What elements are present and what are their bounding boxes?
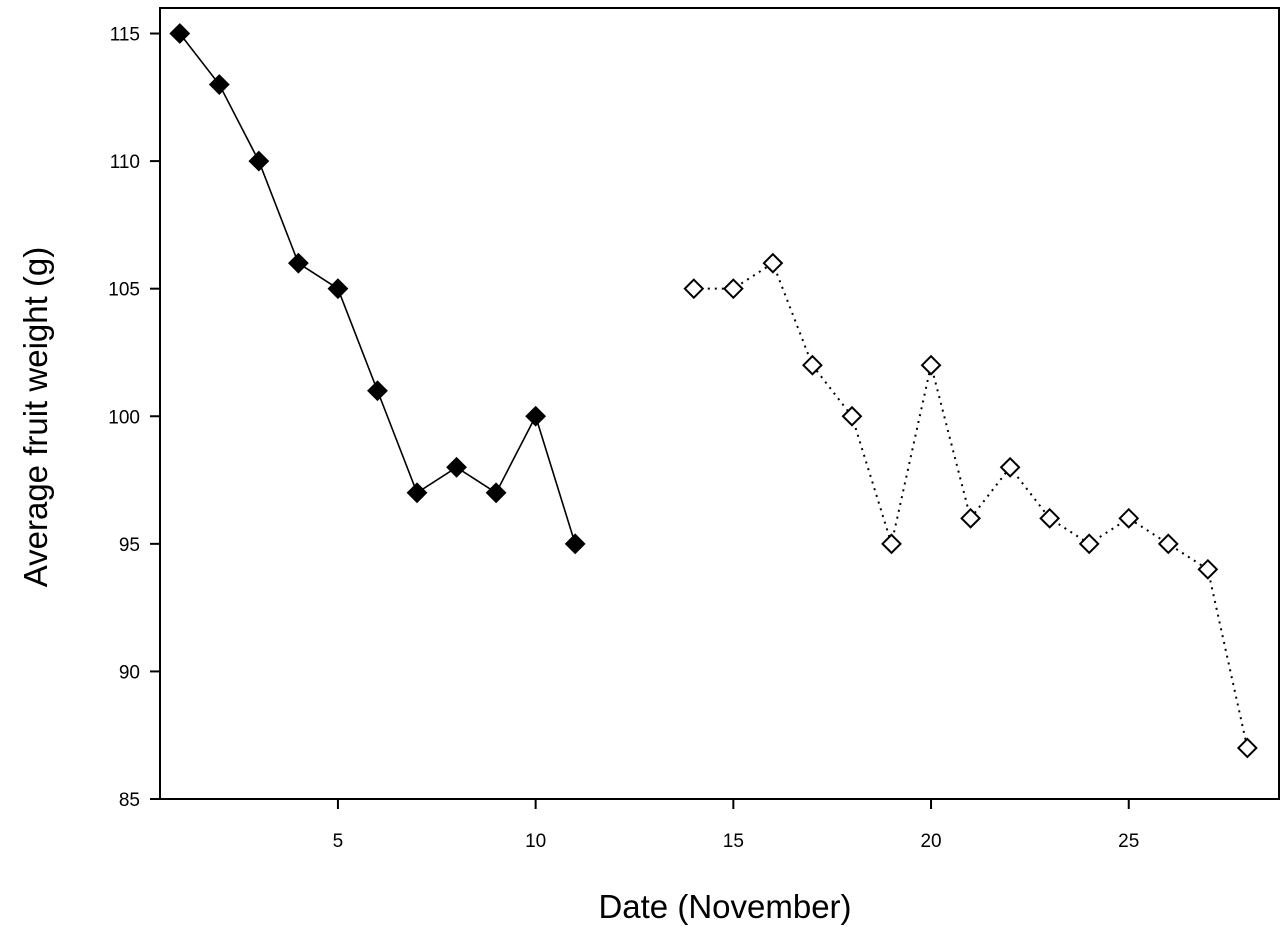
data-point <box>287 252 309 274</box>
data-point <box>248 150 270 172</box>
y-tick-label: 110 <box>110 152 140 173</box>
y-axis-title: Average fruit weight (g) <box>17 247 54 588</box>
series-layer <box>169 23 1258 759</box>
series-line <box>693 261 1249 749</box>
data-point <box>564 533 586 555</box>
data-point <box>485 482 507 504</box>
data-point <box>762 252 784 274</box>
data-point <box>999 456 1021 478</box>
data-point <box>446 456 467 478</box>
data-point <box>960 507 981 529</box>
data-point <box>367 380 388 402</box>
x-axis: 5 10 15 20 25 <box>333 799 1139 852</box>
data-point <box>1236 737 1258 759</box>
data-point <box>1197 558 1219 580</box>
data-point <box>1039 507 1061 529</box>
y-tick-label: 100 <box>108 407 140 428</box>
series-line <box>179 33 576 545</box>
data-point <box>841 405 863 427</box>
data-point <box>881 533 902 555</box>
x-tick-label: 5 <box>333 831 344 852</box>
data-point <box>920 354 942 376</box>
x-tick-label: 20 <box>920 831 941 852</box>
x-tick-label: 10 <box>525 831 546 852</box>
x-tick-label: 15 <box>723 831 744 852</box>
data-point <box>1118 507 1140 529</box>
series-1 <box>169 23 586 555</box>
data-point <box>1157 533 1179 555</box>
plot-frame <box>159 7 1280 800</box>
series-2 <box>683 252 1258 759</box>
data-point <box>169 23 191 44</box>
plot-border <box>159 7 1280 800</box>
y-tick-label: 115 <box>110 25 140 46</box>
data-point <box>406 482 428 504</box>
y-tick-label: 90 <box>119 662 140 683</box>
y-axis: 85 90 95 100 105 110 115 <box>108 25 160 811</box>
data-point <box>525 405 547 427</box>
x-axis-title: Date (November) <box>598 888 851 925</box>
data-point <box>802 354 823 376</box>
data-point <box>683 278 705 300</box>
data-point <box>1078 533 1100 555</box>
y-tick-label: 105 <box>108 280 140 301</box>
x-tick-label: 25 <box>1118 831 1139 852</box>
y-tick-label: 85 <box>119 790 140 811</box>
data-point <box>327 278 349 300</box>
data-point <box>208 74 230 95</box>
data-point <box>722 278 744 300</box>
y-tick-label: 95 <box>119 535 140 556</box>
